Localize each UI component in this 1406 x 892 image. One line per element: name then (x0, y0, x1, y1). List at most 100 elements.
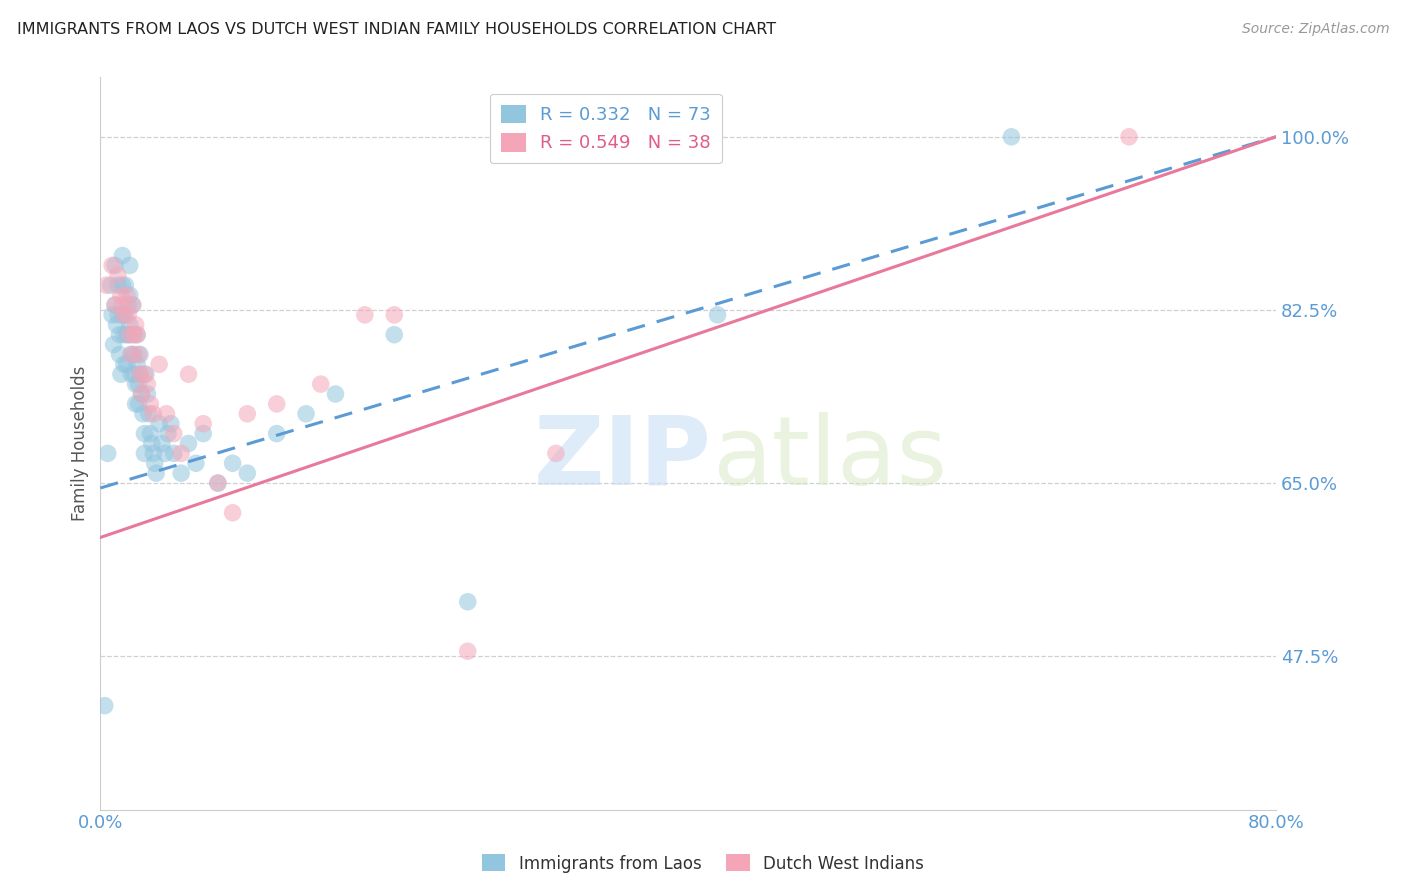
Point (129, 347, 152, 361)
Point (120, 347, 142, 361)
Point (136, 387, 159, 401)
Point (110, 288, 132, 302)
Text: Source: ZipAtlas.com: Source: ZipAtlas.com (1241, 22, 1389, 37)
Point (706, 308, 728, 322)
Point (163, 426, 186, 441)
Point (132, 407, 155, 421)
Point (121, 298, 143, 312)
Point (457, 644, 479, 658)
Point (139, 397, 162, 411)
Point (207, 476, 229, 491)
Point (122, 347, 145, 361)
Point (129, 368, 152, 382)
Point (142, 446, 165, 460)
Point (354, 308, 377, 322)
Point (141, 436, 163, 450)
Point (111, 248, 134, 262)
Point (266, 397, 288, 411)
Point (128, 347, 150, 361)
Text: IMMIGRANTS FROM LAOS VS DUTCH WEST INDIAN FAMILY HOUSEHOLDS CORRELATION CHART: IMMIGRANTS FROM LAOS VS DUTCH WEST INDIA… (17, 22, 776, 37)
Point (107, 308, 129, 322)
Text: atlas: atlas (711, 411, 946, 505)
Point (112, 327, 135, 342)
Point (1000, 129, 1022, 144)
Point (1118, 129, 1140, 144)
Point (382, 308, 405, 322)
Point (170, 446, 193, 460)
Point (115, 327, 138, 342)
Point (110, 368, 132, 382)
Point (100, 278, 122, 293)
Point (170, 466, 193, 480)
Point (138, 407, 160, 421)
Point (120, 368, 142, 382)
Point (124, 397, 146, 411)
Text: ZIP: ZIP (534, 411, 711, 505)
Point (118, 318, 141, 332)
Point (104, 298, 127, 312)
Point (97, 446, 120, 460)
Legend: Immigrants from Laos, Dutch West Indians: Immigrants from Laos, Dutch West Indians (475, 847, 931, 880)
Point (108, 347, 131, 361)
Point (121, 327, 143, 342)
Point (236, 407, 259, 421)
Point (207, 476, 229, 491)
Point (150, 436, 173, 450)
Point (124, 377, 146, 392)
Point (127, 357, 149, 371)
Point (177, 368, 200, 382)
Point (155, 407, 177, 421)
Point (124, 318, 146, 332)
Point (142, 407, 165, 421)
Point (115, 357, 138, 371)
Point (153, 446, 176, 460)
Point (94, 698, 117, 713)
Point (177, 436, 200, 450)
Point (128, 397, 150, 411)
Point (129, 368, 152, 382)
Point (96, 278, 118, 293)
Point (160, 417, 183, 431)
Point (111, 298, 134, 312)
Point (134, 446, 156, 460)
Point (114, 308, 136, 322)
Point (112, 308, 135, 322)
Point (127, 327, 149, 342)
Point (131, 387, 153, 401)
Point (221, 506, 243, 520)
Point (117, 298, 139, 312)
Y-axis label: Family Households: Family Households (72, 366, 89, 521)
Point (112, 357, 135, 371)
Point (148, 417, 170, 431)
Point (118, 327, 141, 342)
Point (108, 327, 131, 342)
Point (104, 259, 127, 273)
Legend: R = 0.332   N = 73, R = 0.549   N = 38: R = 0.332 N = 73, R = 0.549 N = 38 (489, 94, 721, 163)
Point (135, 368, 157, 382)
Point (120, 347, 142, 361)
Point (266, 426, 288, 441)
Point (105, 318, 128, 332)
Point (457, 595, 479, 609)
Point (193, 426, 215, 441)
Point (544, 446, 567, 460)
Point (117, 308, 139, 322)
Point (114, 278, 136, 293)
Point (221, 456, 243, 470)
Point (121, 298, 143, 312)
Point (128, 377, 150, 392)
Point (101, 308, 124, 322)
Point (295, 407, 318, 421)
Point (134, 368, 156, 382)
Point (117, 327, 139, 342)
Point (127, 327, 149, 342)
Point (148, 357, 170, 371)
Point (156, 426, 179, 441)
Point (139, 426, 162, 441)
Point (163, 446, 186, 460)
Point (122, 327, 145, 342)
Point (115, 288, 138, 302)
Point (107, 278, 129, 293)
Point (325, 387, 347, 401)
Point (184, 456, 207, 470)
